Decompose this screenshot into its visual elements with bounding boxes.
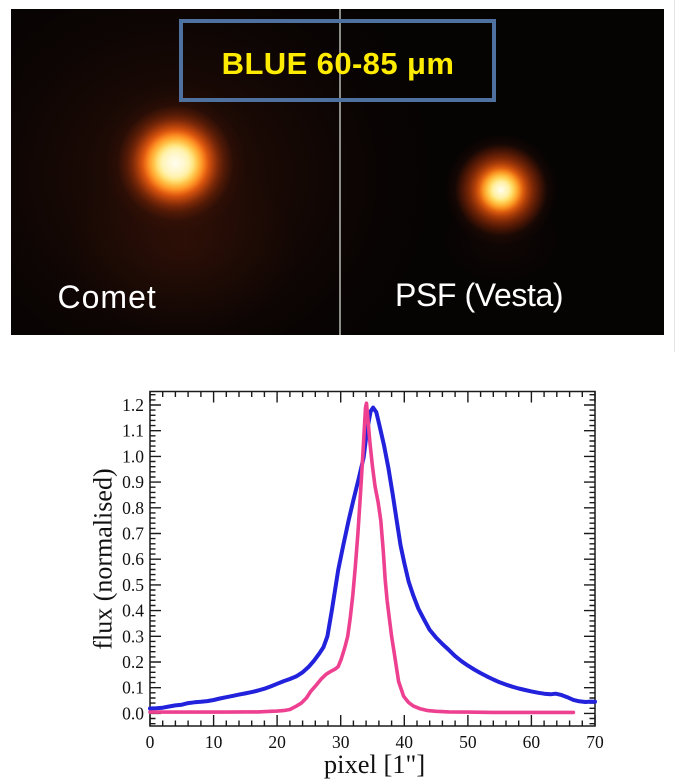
- svg-text:1.0: 1.0: [122, 446, 144, 466]
- svg-text:0.9: 0.9: [122, 472, 144, 492]
- svg-text:0.4: 0.4: [122, 601, 144, 621]
- svg-text:0.1: 0.1: [122, 678, 144, 698]
- svg-text:0: 0: [146, 732, 155, 752]
- svg-text:flux (normalised): flux (normalised): [89, 468, 118, 649]
- svg-text:1.2: 1.2: [122, 395, 144, 415]
- svg-text:20: 20: [268, 732, 286, 752]
- svg-text:60: 60: [523, 732, 541, 752]
- svg-text:0.5: 0.5: [122, 575, 144, 595]
- svg-text:50: 50: [459, 732, 477, 752]
- svg-text:70: 70: [586, 732, 604, 752]
- svg-text:0.6: 0.6: [122, 549, 144, 569]
- svg-text:0.8: 0.8: [122, 498, 144, 518]
- svg-text:40: 40: [396, 732, 414, 752]
- svg-text:0.0: 0.0: [122, 703, 144, 723]
- svg-text:0.7: 0.7: [122, 524, 144, 544]
- svg-text:0.2: 0.2: [122, 652, 144, 672]
- svg-text:pixel [1"]: pixel [1"]: [324, 749, 425, 779]
- svg-text:1.1: 1.1: [122, 421, 144, 441]
- svg-text:30: 30: [332, 732, 350, 752]
- svg-text:10: 10: [205, 732, 223, 752]
- svg-text:0.3: 0.3: [122, 626, 144, 646]
